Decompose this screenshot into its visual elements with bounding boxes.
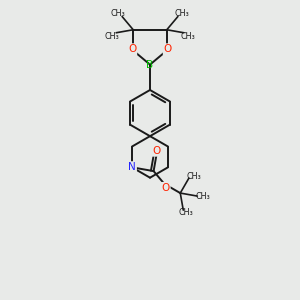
- Text: CH₃: CH₃: [195, 192, 210, 201]
- Text: O: O: [152, 146, 160, 156]
- Text: O: O: [164, 44, 172, 54]
- Text: B: B: [146, 60, 154, 70]
- Text: O: O: [128, 44, 136, 54]
- Text: CH₃: CH₃: [181, 32, 195, 41]
- Text: CH₃: CH₃: [175, 8, 189, 17]
- Text: CH₃: CH₃: [178, 208, 193, 217]
- Text: CH₃: CH₃: [186, 172, 201, 182]
- Text: O: O: [161, 183, 169, 193]
- Text: CH₃: CH₃: [111, 8, 125, 17]
- Text: CH₃: CH₃: [105, 32, 119, 41]
- Text: N: N: [128, 162, 136, 172]
